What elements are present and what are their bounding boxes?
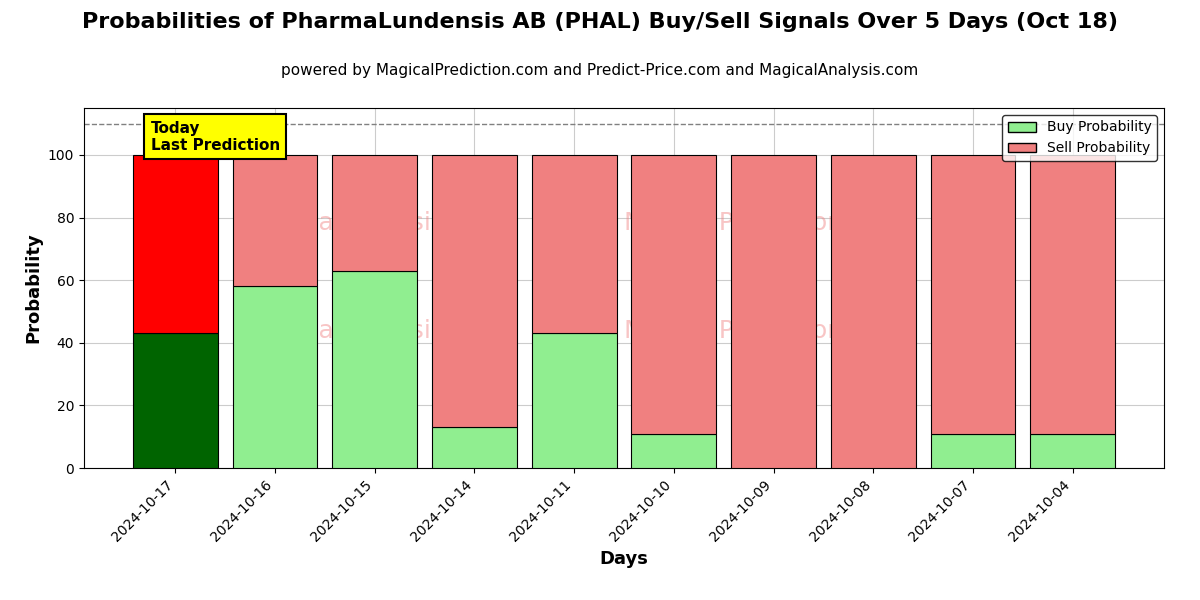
Text: powered by MagicalPrediction.com and Predict-Price.com and MagicalAnalysis.com: powered by MagicalPrediction.com and Pre… — [281, 63, 919, 78]
Legend: Buy Probability, Sell Probability: Buy Probability, Sell Probability — [1002, 115, 1157, 161]
X-axis label: Days: Days — [600, 550, 648, 568]
Bar — [233, 286, 318, 468]
Text: MagicalAnalysis.com: MagicalAnalysis.com — [246, 211, 505, 235]
Bar — [432, 427, 517, 468]
Bar — [1030, 155, 1115, 434]
Y-axis label: Probability: Probability — [24, 233, 42, 343]
Text: MagicalAnalysis.com: MagicalAnalysis.com — [246, 319, 505, 343]
Bar — [930, 434, 1015, 468]
Bar — [631, 434, 716, 468]
Text: Probabilities of PharmaLundensis AB (PHAL) Buy/Sell Signals Over 5 Days (Oct 18): Probabilities of PharmaLundensis AB (PHA… — [82, 12, 1118, 32]
Text: Today
Last Prediction: Today Last Prediction — [150, 121, 280, 153]
Bar — [631, 155, 716, 434]
Text: MagicalPrediction.com: MagicalPrediction.com — [624, 319, 905, 343]
Bar — [731, 155, 816, 468]
Bar — [1030, 434, 1115, 468]
Text: MagicalPrediction.com: MagicalPrediction.com — [624, 211, 905, 235]
Bar — [332, 155, 418, 271]
Bar — [133, 334, 218, 468]
Bar — [233, 155, 318, 286]
Bar — [332, 271, 418, 468]
Bar — [532, 155, 617, 334]
Bar — [133, 155, 218, 334]
Bar — [432, 155, 517, 427]
Bar — [830, 155, 916, 468]
Bar — [532, 334, 617, 468]
Bar — [930, 155, 1015, 434]
